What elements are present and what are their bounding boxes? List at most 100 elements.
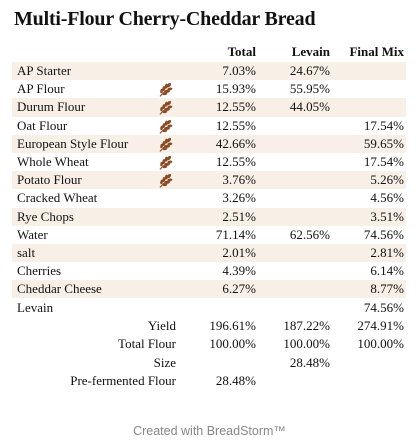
ingredient-name: AP Starter xyxy=(12,62,180,81)
wheat-icon xyxy=(158,119,174,134)
summary-row: Pre-fermented Flour 28.48% xyxy=(12,372,406,391)
wheat-icon xyxy=(158,82,174,97)
summary-row: Size 28.48% xyxy=(12,354,406,373)
summary-final-value xyxy=(332,372,406,391)
ingredient-final-value: 5.26% xyxy=(332,171,406,190)
wheat-icon xyxy=(158,173,174,188)
ingredient-name: Cracked Wheat xyxy=(12,189,180,208)
ingredient-final-value: 2.81% xyxy=(332,243,406,263)
ingredient-final-value: 8.77% xyxy=(332,280,406,299)
summary-final-value xyxy=(332,354,406,373)
ingredient-levain-value xyxy=(258,207,332,226)
ingredient-row: Oat Flour 12.55% 17.54% xyxy=(12,116,406,135)
ingredient-levain-value: 44.05% xyxy=(258,98,332,117)
ingredient-levain-value xyxy=(258,134,332,153)
ingredient-row: salt 2.01% 2.81% xyxy=(12,243,406,263)
wheat-icon xyxy=(158,155,174,170)
ingredient-row: Rye Chops 2.51% 3.51% xyxy=(12,207,406,226)
summary-label: Yield xyxy=(147,317,176,333)
ingredient-total-value: 2.51% xyxy=(180,207,258,226)
ingredient-name-text: Rye Chops xyxy=(17,208,74,224)
summary-levain-value xyxy=(258,372,332,391)
summary-row: Total Flour 100.00% 100.00% 100.00% xyxy=(12,335,406,354)
header-name xyxy=(12,42,180,62)
ingredient-name: Cheddar Cheese xyxy=(12,280,180,299)
ingredient-name: Durum Flour xyxy=(12,98,180,117)
ingredient-row: AP Starter 7.03% 24.67% xyxy=(12,62,406,81)
summary-total-value xyxy=(180,354,258,373)
ingredient-final-value xyxy=(332,62,406,81)
ingredient-final-value xyxy=(332,98,406,117)
ingredient-name-text: European Style Flour xyxy=(17,135,129,151)
ingredient-name: European Style Flour xyxy=(12,134,180,153)
ingredient-name-text: Water xyxy=(17,226,48,242)
ingredient-total-value: 15.93% xyxy=(180,80,258,99)
ingredient-row: Durum Flour 12.55% 44.05% xyxy=(12,98,406,117)
ingredient-name: Water xyxy=(12,225,180,244)
ingredient-levain-value xyxy=(258,280,332,299)
ingredient-levain-value xyxy=(258,116,332,135)
header-row: Total Levain Final Mix xyxy=(12,42,406,62)
ingredient-name-text: AP Flour xyxy=(17,81,65,97)
ingredient-total-value: 12.55% xyxy=(180,152,258,172)
ingredient-final-value: 74.56% xyxy=(332,225,406,244)
ingredient-name-text: Cracked Wheat xyxy=(17,190,98,206)
summary-label: Total Flour xyxy=(118,336,176,352)
ingredient-final-value: 3.51% xyxy=(332,207,406,226)
summary-levain-value: 100.00% xyxy=(283,336,330,352)
ingredient-name-text: Oat Flour xyxy=(17,117,68,133)
ingredient-name: Rye Chops xyxy=(12,207,180,226)
summary-final-value: 100.00% xyxy=(357,336,404,352)
ingredient-final-value: 74.56% xyxy=(332,298,406,317)
ingredient-final-value xyxy=(332,80,406,99)
ingredient-total-value: 6.27% xyxy=(180,280,258,299)
ingredient-final-value: 17.54% xyxy=(332,152,406,172)
ingredient-name: Oat Flour xyxy=(12,116,180,135)
summary-rows: Yield 196.61% 187.22% 274.91% Total Flour 100… xyxy=(12,317,406,391)
ingredient-levain-value xyxy=(258,189,332,208)
ingredient-rows: AP Starter 7.03% 24.67% AP Flour 15.93% 55.95… xyxy=(12,62,406,317)
ingredient-name-text: Potato Flour xyxy=(17,172,82,188)
ingredient-total-value: 42.66% xyxy=(180,134,258,153)
ingredient-total-value: 71.14% xyxy=(180,225,258,244)
footer-credit: Created with BreadStorm™ xyxy=(133,424,286,438)
ingredient-name-text: salt xyxy=(17,244,36,260)
ingredient-total-value: 7.03% xyxy=(180,62,258,81)
ingredient-levain-value: 62.56% xyxy=(258,225,332,244)
ingredient-name-text: Levain xyxy=(17,299,54,315)
ingredient-total-value: 4.39% xyxy=(180,262,258,281)
ingredient-levain-value: 24.67% xyxy=(258,62,332,81)
ingredient-total-value: 12.55% xyxy=(180,116,258,135)
wheat-icon xyxy=(158,100,174,116)
ingredient-name-text: Durum Flour xyxy=(17,99,86,115)
ingredient-total-value: 3.26% xyxy=(180,189,258,208)
ingredient-total-value: 3.76% xyxy=(180,171,258,190)
ingredient-final-value: 4.56% xyxy=(332,189,406,208)
ingredient-levain-value xyxy=(258,243,332,263)
ingredient-levain-value: 55.95% xyxy=(258,80,332,99)
summary-total-value: 196.61% xyxy=(209,317,256,333)
ingredient-row: Cherries 4.39% 6.14% xyxy=(12,262,406,281)
ingredient-name: salt xyxy=(12,243,180,263)
ingredient-name-text: Cherries xyxy=(17,263,62,279)
ingredient-total-value xyxy=(180,298,258,317)
ingredient-levain-value xyxy=(258,298,332,317)
header-levain: Levain xyxy=(291,44,330,59)
ingredient-total-value: 2.01% xyxy=(180,243,258,263)
ingredient-levain-value xyxy=(258,152,332,172)
ingredient-row: Whole Wheat 12.55% 17.54% xyxy=(12,152,406,172)
summary-final-value: 274.91% xyxy=(357,317,404,333)
page-title: Multi-Flour Cherry-Cheddar Bread xyxy=(14,8,316,30)
ingredient-row: Levain 74.56% xyxy=(12,298,406,317)
ingredient-row: Water 71.14% 62.56% 74.56% xyxy=(12,225,406,244)
summary-label: Size xyxy=(153,354,176,370)
ingredient-row: Potato Flour 3.76% 5.26% xyxy=(12,171,406,190)
ingredient-row: Cracked Wheat 3.26% 4.56% xyxy=(12,189,406,208)
ingredient-total-value: 12.55% xyxy=(180,98,258,117)
ingredient-name-text: Cheddar Cheese xyxy=(17,281,102,297)
summary-levain-value: 28.48% xyxy=(289,354,330,370)
summary-levain-value: 187.22% xyxy=(283,317,330,333)
ingredient-name-text: AP Starter xyxy=(17,63,72,79)
formula-table: Total Levain Final Mix AP Starter 7.03% 24… xyxy=(12,42,406,391)
